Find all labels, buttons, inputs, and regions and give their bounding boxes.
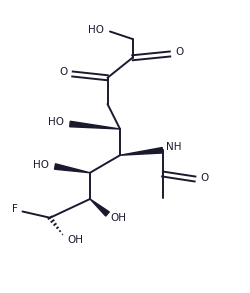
Text: OH: OH xyxy=(110,213,126,223)
Polygon shape xyxy=(70,121,120,129)
Text: O: O xyxy=(200,173,209,183)
Text: OH: OH xyxy=(68,235,84,245)
Text: HO: HO xyxy=(48,117,64,127)
Text: O: O xyxy=(59,67,67,77)
Text: HO: HO xyxy=(88,25,104,35)
Text: O: O xyxy=(176,47,184,57)
Polygon shape xyxy=(54,164,90,173)
Polygon shape xyxy=(90,199,109,216)
Text: F: F xyxy=(12,204,18,214)
Text: NH: NH xyxy=(166,142,182,152)
Polygon shape xyxy=(120,147,163,155)
Text: HO: HO xyxy=(33,159,49,169)
